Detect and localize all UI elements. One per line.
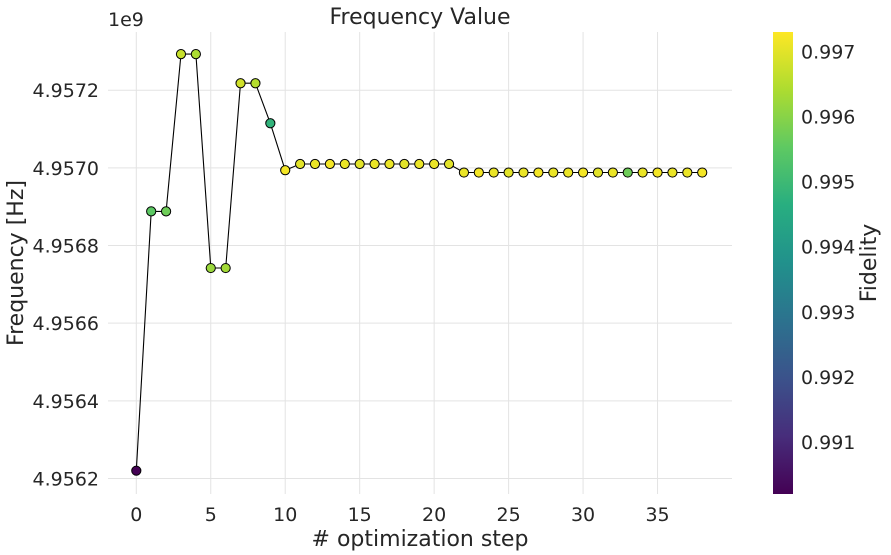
colorbar-tick-labels: 0.991 0.992 0.993 0.994 0.995 0.996 0.997 xyxy=(801,42,855,454)
data-point xyxy=(324,158,335,170)
x-tick-label: 25 xyxy=(497,504,521,526)
data-point xyxy=(652,167,663,178)
data-point xyxy=(339,158,350,170)
data-point xyxy=(399,158,410,170)
data-point xyxy=(354,158,365,170)
data-point xyxy=(205,262,216,274)
data-point xyxy=(548,167,559,178)
data-point xyxy=(637,167,648,178)
data-point xyxy=(682,167,693,178)
colorbar-tick-label: 0.992 xyxy=(801,367,855,389)
plot-background xyxy=(108,32,732,494)
colorbar-tick-label: 0.993 xyxy=(801,302,855,324)
colorbar-tick-label: 0.996 xyxy=(801,107,855,129)
colorbar xyxy=(773,32,793,494)
x-tick-label: 5 xyxy=(205,504,217,526)
data-point xyxy=(667,167,678,178)
data-point xyxy=(131,465,142,476)
y-tick-labels: 4.9562 4.9564 4.9566 4.9568 4.9570 4.9572 xyxy=(33,80,99,490)
y-tick-label: 4.9566 xyxy=(33,313,99,335)
x-tick-label: 10 xyxy=(273,504,297,526)
data-point xyxy=(697,167,708,178)
data-point xyxy=(369,158,380,170)
data-point xyxy=(443,158,455,170)
data-point xyxy=(503,167,514,178)
data-point xyxy=(533,167,544,178)
data-point xyxy=(458,167,470,178)
colorbar-tick-label: 0.991 xyxy=(801,432,855,454)
data-point xyxy=(265,118,276,129)
colorbar-tick-label: 0.997 xyxy=(801,42,855,64)
data-point xyxy=(190,49,201,60)
data-point xyxy=(577,167,589,178)
data-point xyxy=(488,167,499,178)
data-point xyxy=(235,78,246,89)
chart-title: Frequency Value xyxy=(329,5,510,30)
x-tick-label: 0 xyxy=(130,504,142,526)
y-tick-label: 4.9564 xyxy=(33,391,99,413)
colorbar-tick-label: 0.995 xyxy=(801,172,855,194)
y-offset-label: 1e9 xyxy=(108,9,144,31)
data-point xyxy=(220,262,231,274)
data-point xyxy=(473,167,484,178)
x-tick-label: 30 xyxy=(571,504,595,526)
data-point xyxy=(563,167,574,178)
data-point xyxy=(622,167,633,178)
data-point xyxy=(175,49,187,60)
data-point xyxy=(280,165,291,176)
y-axis-title: Frequency [Hz] xyxy=(4,180,29,346)
data-point xyxy=(250,78,261,89)
colorbar-title: Fidelity xyxy=(857,224,882,303)
data-point xyxy=(146,206,157,217)
x-axis-title: # optimization step xyxy=(312,527,529,552)
data-layer xyxy=(131,49,708,476)
data-point xyxy=(429,158,440,170)
data-points xyxy=(131,49,708,476)
data-point xyxy=(607,167,618,178)
data-point xyxy=(414,158,425,170)
data-point xyxy=(384,158,395,170)
x-tick-label: 20 xyxy=(422,504,446,526)
y-tick-label: 4.9570 xyxy=(33,158,99,180)
data-point xyxy=(160,206,172,217)
data-point xyxy=(309,158,321,170)
y-tick-label: 4.9562 xyxy=(33,468,99,490)
x-tick-label: 15 xyxy=(348,504,372,526)
data-point xyxy=(518,167,529,178)
x-tick-labels: 0 5 10 15 20 25 30 35 xyxy=(130,504,669,526)
data-point xyxy=(592,167,604,178)
y-tick-label: 4.9572 xyxy=(33,80,99,102)
y-tick-label: 4.9568 xyxy=(33,236,99,258)
x-tick-label: 35 xyxy=(645,504,669,526)
data-point xyxy=(295,158,306,170)
colorbar-tick-label: 0.994 xyxy=(801,237,855,259)
